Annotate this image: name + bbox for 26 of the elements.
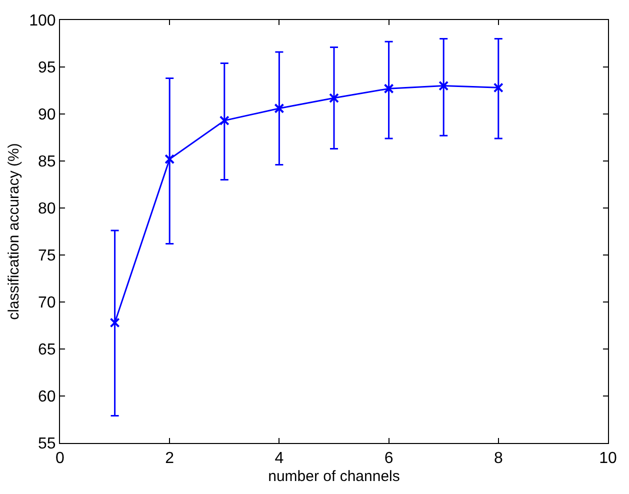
- y-tick-label: 65: [38, 342, 56, 359]
- x-tick-label: 4: [274, 450, 284, 468]
- point: [110, 318, 120, 328]
- y-tick-label: 100: [29, 12, 56, 30]
- y-tick-label: 60: [38, 388, 56, 406]
- y-tick-label: 90: [38, 106, 56, 124]
- x-tick-label: 6: [384, 450, 394, 468]
- point: [493, 82, 504, 93]
- point: [438, 80, 449, 91]
- y-tick-label: 70: [38, 294, 56, 312]
- x-tick-label: 10: [599, 450, 617, 468]
- point: [274, 103, 284, 114]
- y-tick-label: 95: [38, 60, 56, 77]
- x-tick-label: 0: [56, 450, 65, 468]
- point: [219, 116, 230, 126]
- y-tick-label: 75: [38, 248, 56, 265]
- point: [164, 154, 175, 164]
- x-axis-title: number of channels: [268, 468, 400, 486]
- point: [329, 93, 339, 104]
- y-tick-label: 80: [38, 200, 56, 218]
- x-tick-label: 2: [165, 450, 174, 468]
- y-tick-label: 85: [38, 154, 56, 171]
- x-tick-label: 8: [494, 450, 503, 468]
- y-tick-label: 55: [38, 436, 56, 453]
- y-axis-title: classification accuracy (%): [5, 143, 22, 320]
- point: [384, 84, 394, 94]
